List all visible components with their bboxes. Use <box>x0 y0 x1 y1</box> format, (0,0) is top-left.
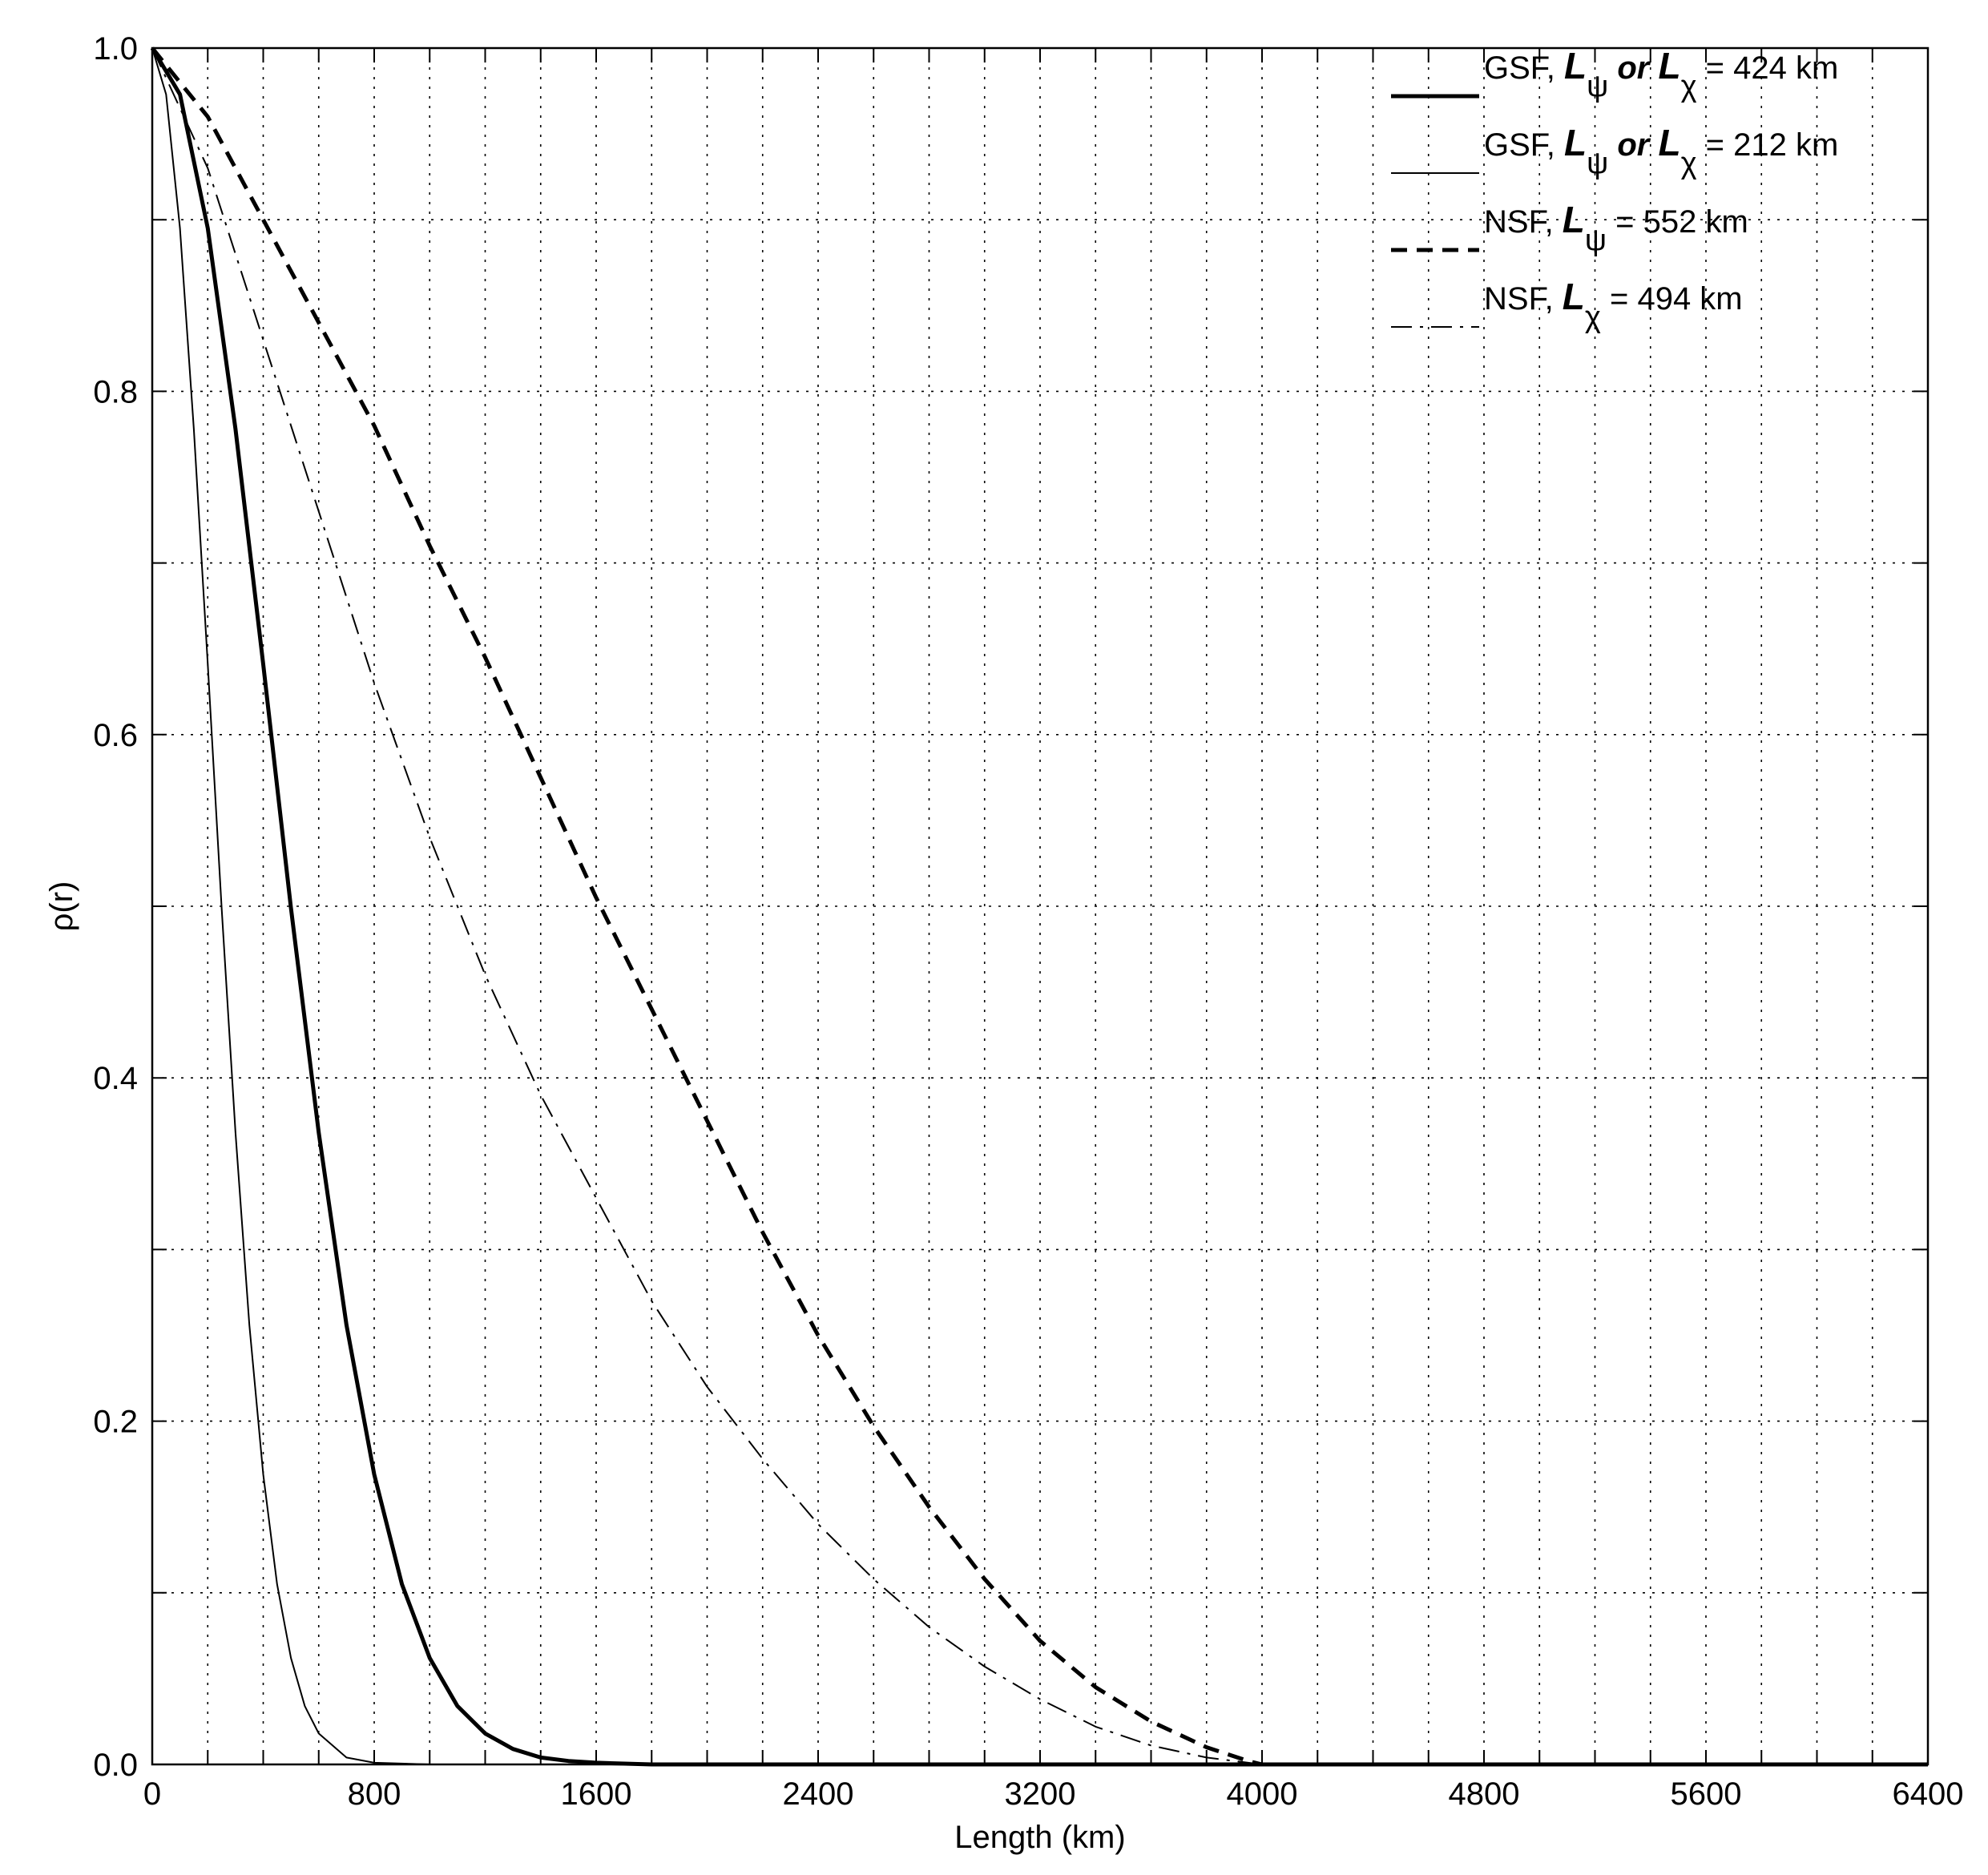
x-tick-label: 4800 <box>1449 1776 1520 1812</box>
legend-symbol: L <box>1658 122 1680 163</box>
legend-space <box>1649 127 1658 163</box>
legend-prefix: NSF, <box>1484 204 1563 240</box>
y-tick-label: 0.6 <box>93 718 138 753</box>
legend-subscript: χ <box>1681 70 1697 103</box>
legend-symbol: L <box>1564 45 1587 87</box>
x-axis-label: Length (km) <box>954 1820 1125 1855</box>
legend-subscript: ψ <box>1587 70 1608 103</box>
legend-entry-4: NSF, Lχ = 494 km <box>1484 276 1743 334</box>
legend-symbol: L <box>1563 276 1585 317</box>
axis-ticks: 0 800 1600 2400 3200 4000 4800 5600 6400 0.0 0.2 0.… <box>93 31 1963 1812</box>
series-line-1 <box>150 46 1928 1767</box>
legend-subscript: χ <box>1585 300 1601 334</box>
x-tick-label: 0 <box>143 1776 161 1812</box>
y-tick-label: 0.0 <box>93 1748 138 1783</box>
x-tick-label: 6400 <box>1893 1776 1964 1812</box>
series-lines <box>150 46 1928 1767</box>
grid <box>152 48 1928 1764</box>
x-tick-label: 1600 <box>561 1776 632 1812</box>
legend-entry-1: GSF, Lψ or Lχ = 424 km <box>1484 45 1838 103</box>
legend-value: = 424 km <box>1697 50 1839 86</box>
x-tick-label: 800 <box>348 1776 401 1812</box>
legend-space <box>1649 50 1658 86</box>
legend-entry-3: NSF, Lψ = 552 km <box>1484 199 1748 257</box>
legend-prefix: NSF, <box>1484 281 1563 317</box>
legend-or-word: or <box>1617 50 1651 86</box>
x-tick-label: 2400 <box>783 1776 854 1812</box>
y-tick-label: 0.4 <box>93 1061 138 1096</box>
y-tick-label: 1.0 <box>93 31 138 67</box>
legend-symbol: L <box>1563 199 1585 240</box>
legend-space <box>1608 127 1617 163</box>
x-tick-label: 5600 <box>1671 1776 1742 1812</box>
legend-value: = 212 km <box>1697 127 1839 163</box>
legend-entry-2: GSF, Lψ or Lχ = 212 km <box>1484 122 1838 180</box>
legend-value: = 552 km <box>1607 204 1748 240</box>
legend-subscript: ψ <box>1585 224 1607 257</box>
series-line-3 <box>151 46 1928 1767</box>
legend-symbol: L <box>1658 45 1680 87</box>
legend-prefix: GSF, <box>1484 127 1564 163</box>
legend-value: = 494 km <box>1601 281 1743 317</box>
legend-or-word: or <box>1617 127 1651 163</box>
series-line-4 <box>151 47 1928 1765</box>
legend-prefix: GSF, <box>1484 50 1564 86</box>
y-tick-label: 0.2 <box>93 1405 138 1440</box>
x-tick-label: 3200 <box>1005 1776 1076 1812</box>
legend-space <box>1608 50 1617 86</box>
series-line-2 <box>151 47 1928 1765</box>
x-tick-label: 4000 <box>1227 1776 1298 1812</box>
legend-symbol: L <box>1564 122 1587 163</box>
y-tick-label: 0.8 <box>93 374 138 409</box>
y-axis-label: ρ(r) <box>44 881 79 932</box>
legend-subscript: χ <box>1681 147 1697 180</box>
legend-subscript: ψ <box>1587 147 1608 180</box>
